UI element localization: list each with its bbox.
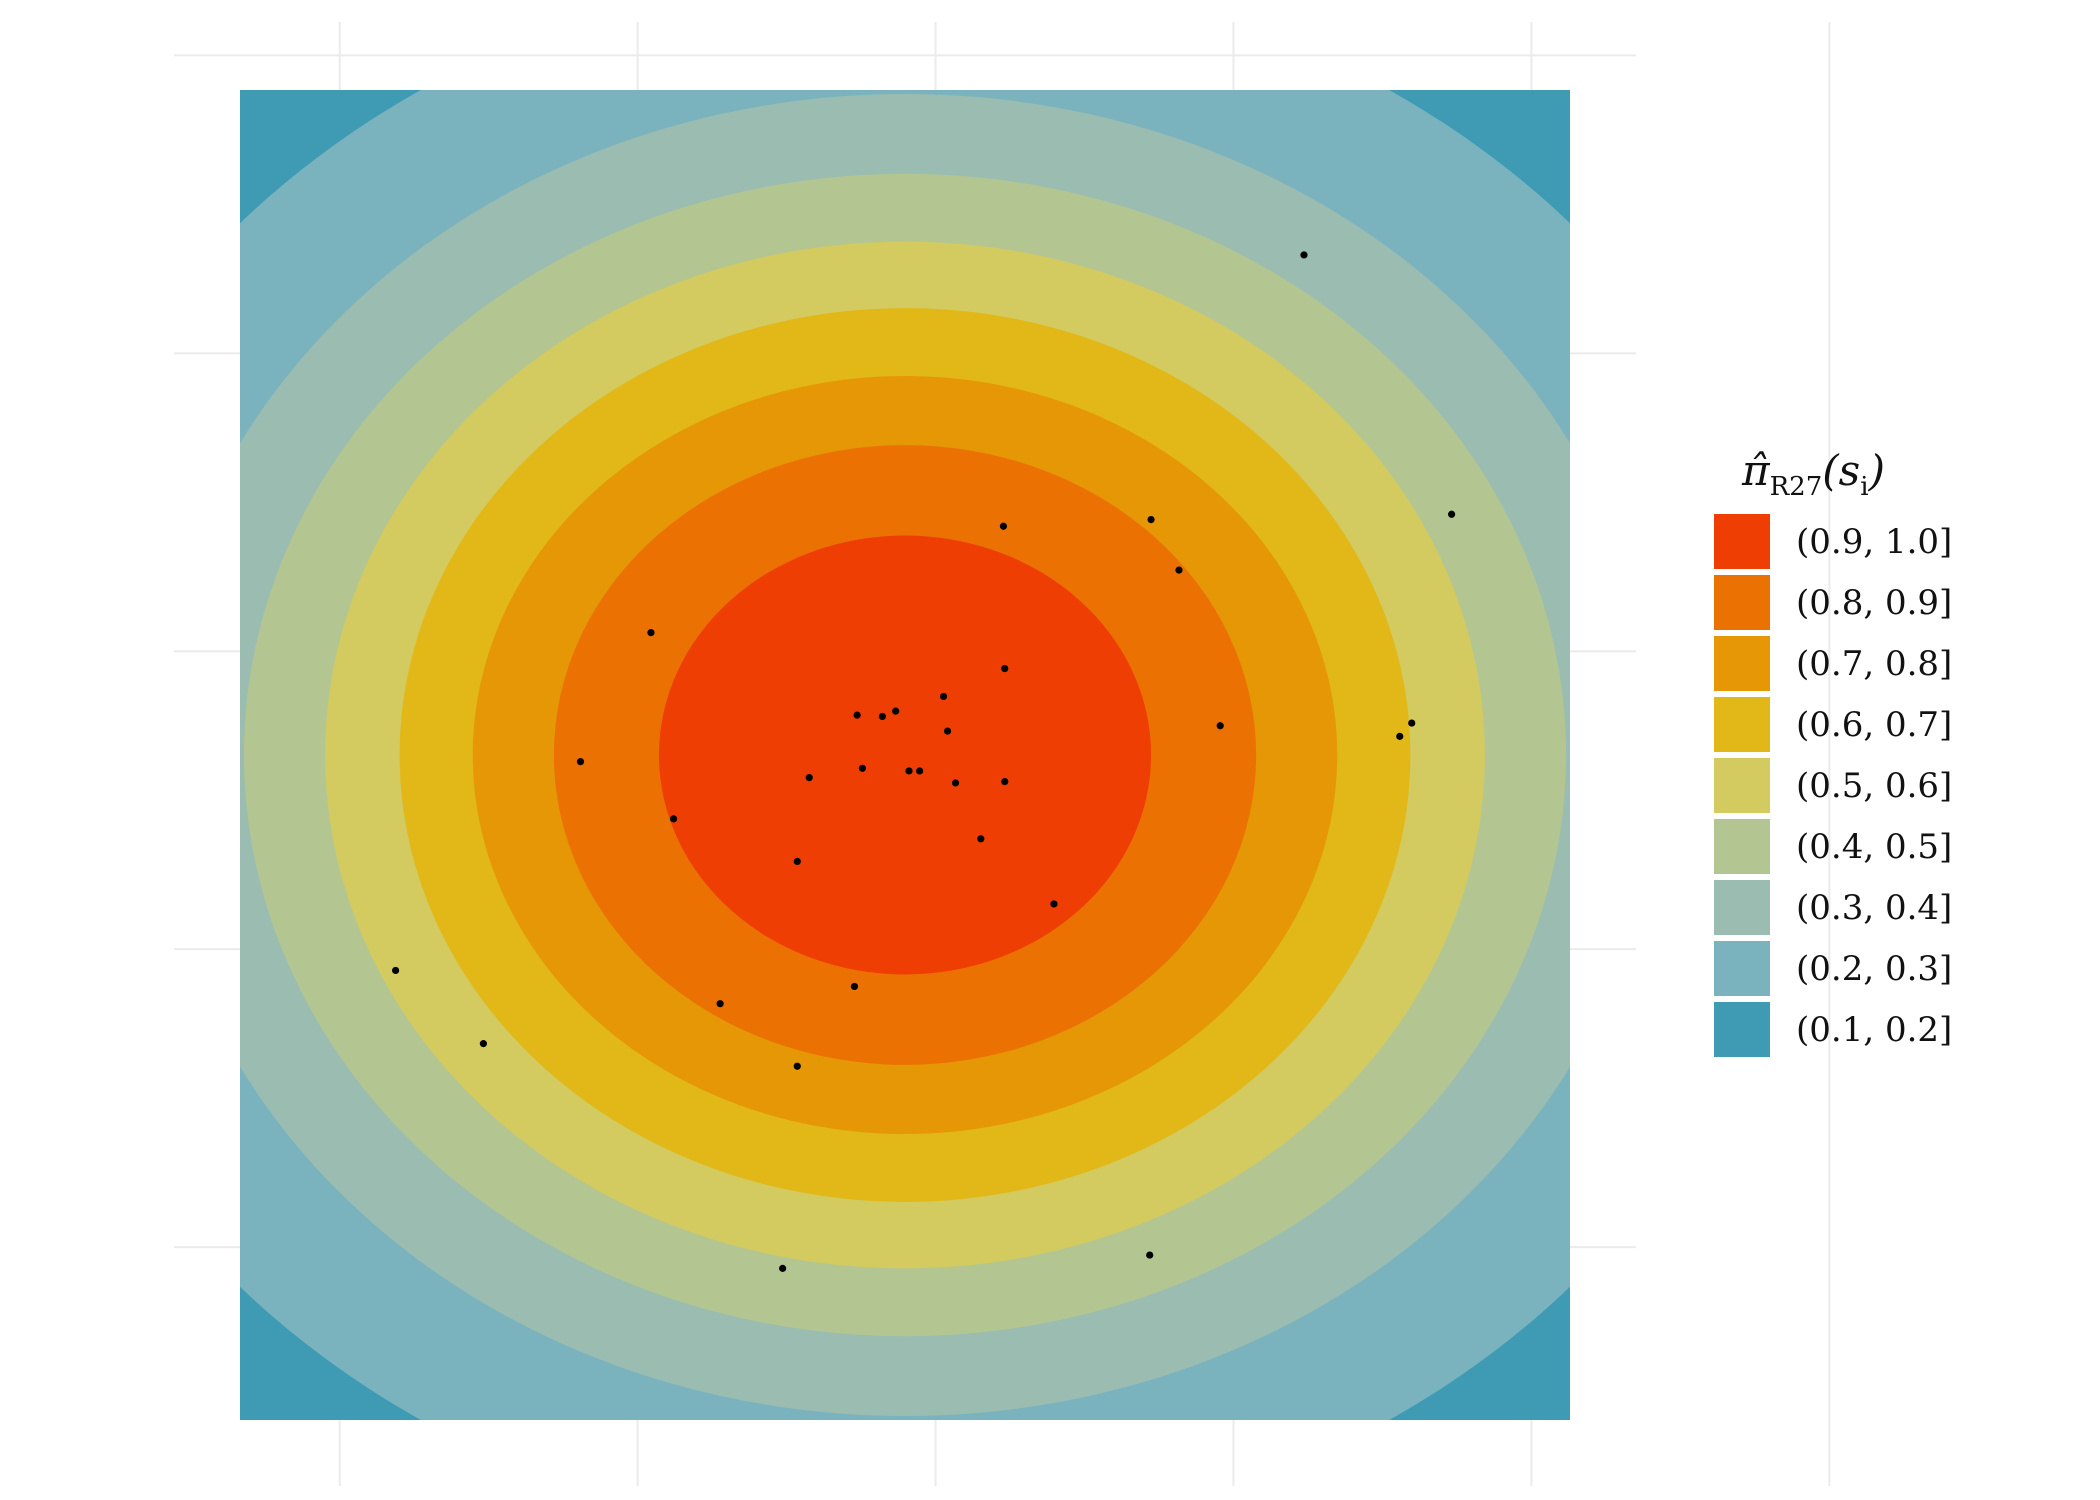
data-point: [779, 1264, 787, 1272]
data-point: [858, 764, 867, 772]
data-point: [647, 629, 655, 637]
legend-item: (0.8, 0.9]: [1714, 572, 1952, 633]
legend-swatch: [1714, 880, 1770, 935]
legend-label: (0.1, 0.2]: [1796, 1009, 1953, 1050]
legend-item: (0.2, 0.3]: [1714, 938, 1952, 999]
data-point: [576, 758, 585, 766]
legend-label: (0.3, 0.4]: [1796, 887, 1953, 928]
legend-label: (0.4, 0.5]: [1796, 826, 1953, 867]
data-point: [943, 727, 952, 735]
data-point: [1050, 900, 1058, 908]
legend-label: (0.9, 1.0]: [1796, 521, 1953, 562]
data-point: [905, 767, 913, 775]
data-point: [1396, 732, 1404, 740]
data-point: [669, 815, 678, 823]
data-point: [392, 966, 400, 975]
data-point: [999, 522, 1008, 530]
legend-item: (0.5, 0.6]: [1714, 755, 1952, 816]
legend-title-close: ): [1868, 446, 1885, 495]
legend-title-symbol: π̂: [1742, 446, 1770, 495]
legend-title-argument: (s: [1822, 446, 1861, 495]
data-point: [1216, 722, 1224, 730]
data-point: [1001, 778, 1009, 786]
data-point: [916, 767, 924, 775]
data-point: [805, 774, 813, 782]
legend-label: (0.8, 0.9]: [1796, 582, 1953, 623]
plot-panel: [240, 90, 1570, 1420]
data-point: [793, 857, 801, 866]
data-point: [1146, 1251, 1154, 1259]
data-point: [951, 779, 960, 787]
legend-item: (0.3, 0.4]: [1714, 877, 1952, 938]
legend-label: (0.7, 0.8]: [1796, 643, 1953, 684]
data-point: [479, 1040, 487, 1048]
data-point: [1001, 664, 1009, 673]
legend-item: (0.9, 1.0]: [1714, 511, 1952, 572]
data-point: [1408, 719, 1416, 727]
data-point: [850, 982, 859, 991]
legend-title-subscript: R27: [1769, 472, 1823, 502]
legend-title: π̂R27(si): [1742, 443, 1952, 502]
legend-item: (0.6, 0.7]: [1714, 694, 1952, 755]
legend-items: (0.9, 1.0] (0.8, 0.9] (0.7, 0.8] (0.6, 0.7]…: [1714, 511, 1952, 1060]
legend-item: (0.7, 0.8]: [1714, 633, 1952, 694]
legend-label: (0.6, 0.7]: [1796, 704, 1953, 745]
data-point: [1300, 251, 1308, 259]
legend-label: (0.5, 0.6]: [1796, 765, 1953, 806]
data-point: [939, 692, 948, 701]
data-point: [793, 1062, 801, 1070]
legend: π̂R27(si) (0.9, 1.0] (0.8, 0.9] (0.7, 0.8]…: [1714, 443, 1952, 1060]
legend-swatch: [1714, 697, 1770, 752]
contour-bands: [240, 90, 1570, 1420]
legend-swatch: [1714, 1002, 1770, 1057]
legend-swatch: [1714, 819, 1770, 874]
data-point: [1175, 566, 1183, 574]
legend-item: (0.1, 0.2]: [1714, 999, 1952, 1060]
legend-swatch: [1714, 514, 1770, 569]
legend-item: (0.4, 0.5]: [1714, 816, 1952, 877]
data-points: [392, 251, 1456, 1272]
data-point: [1448, 510, 1456, 518]
legend-label: (0.2, 0.3]: [1796, 948, 1953, 989]
legend-swatch: [1714, 758, 1770, 813]
legend-swatch: [1714, 636, 1770, 691]
legend-swatch: [1714, 575, 1770, 630]
data-point: [1147, 515, 1155, 524]
data-point: [977, 835, 985, 843]
data-point: [853, 711, 861, 719]
contour-band-7: [658, 535, 1152, 975]
legend-swatch: [1714, 941, 1770, 996]
legend-title-argument-subscript: i: [1860, 472, 1869, 502]
data-point: [716, 1000, 724, 1008]
data-point: [878, 712, 886, 721]
data-point: [892, 707, 900, 715]
